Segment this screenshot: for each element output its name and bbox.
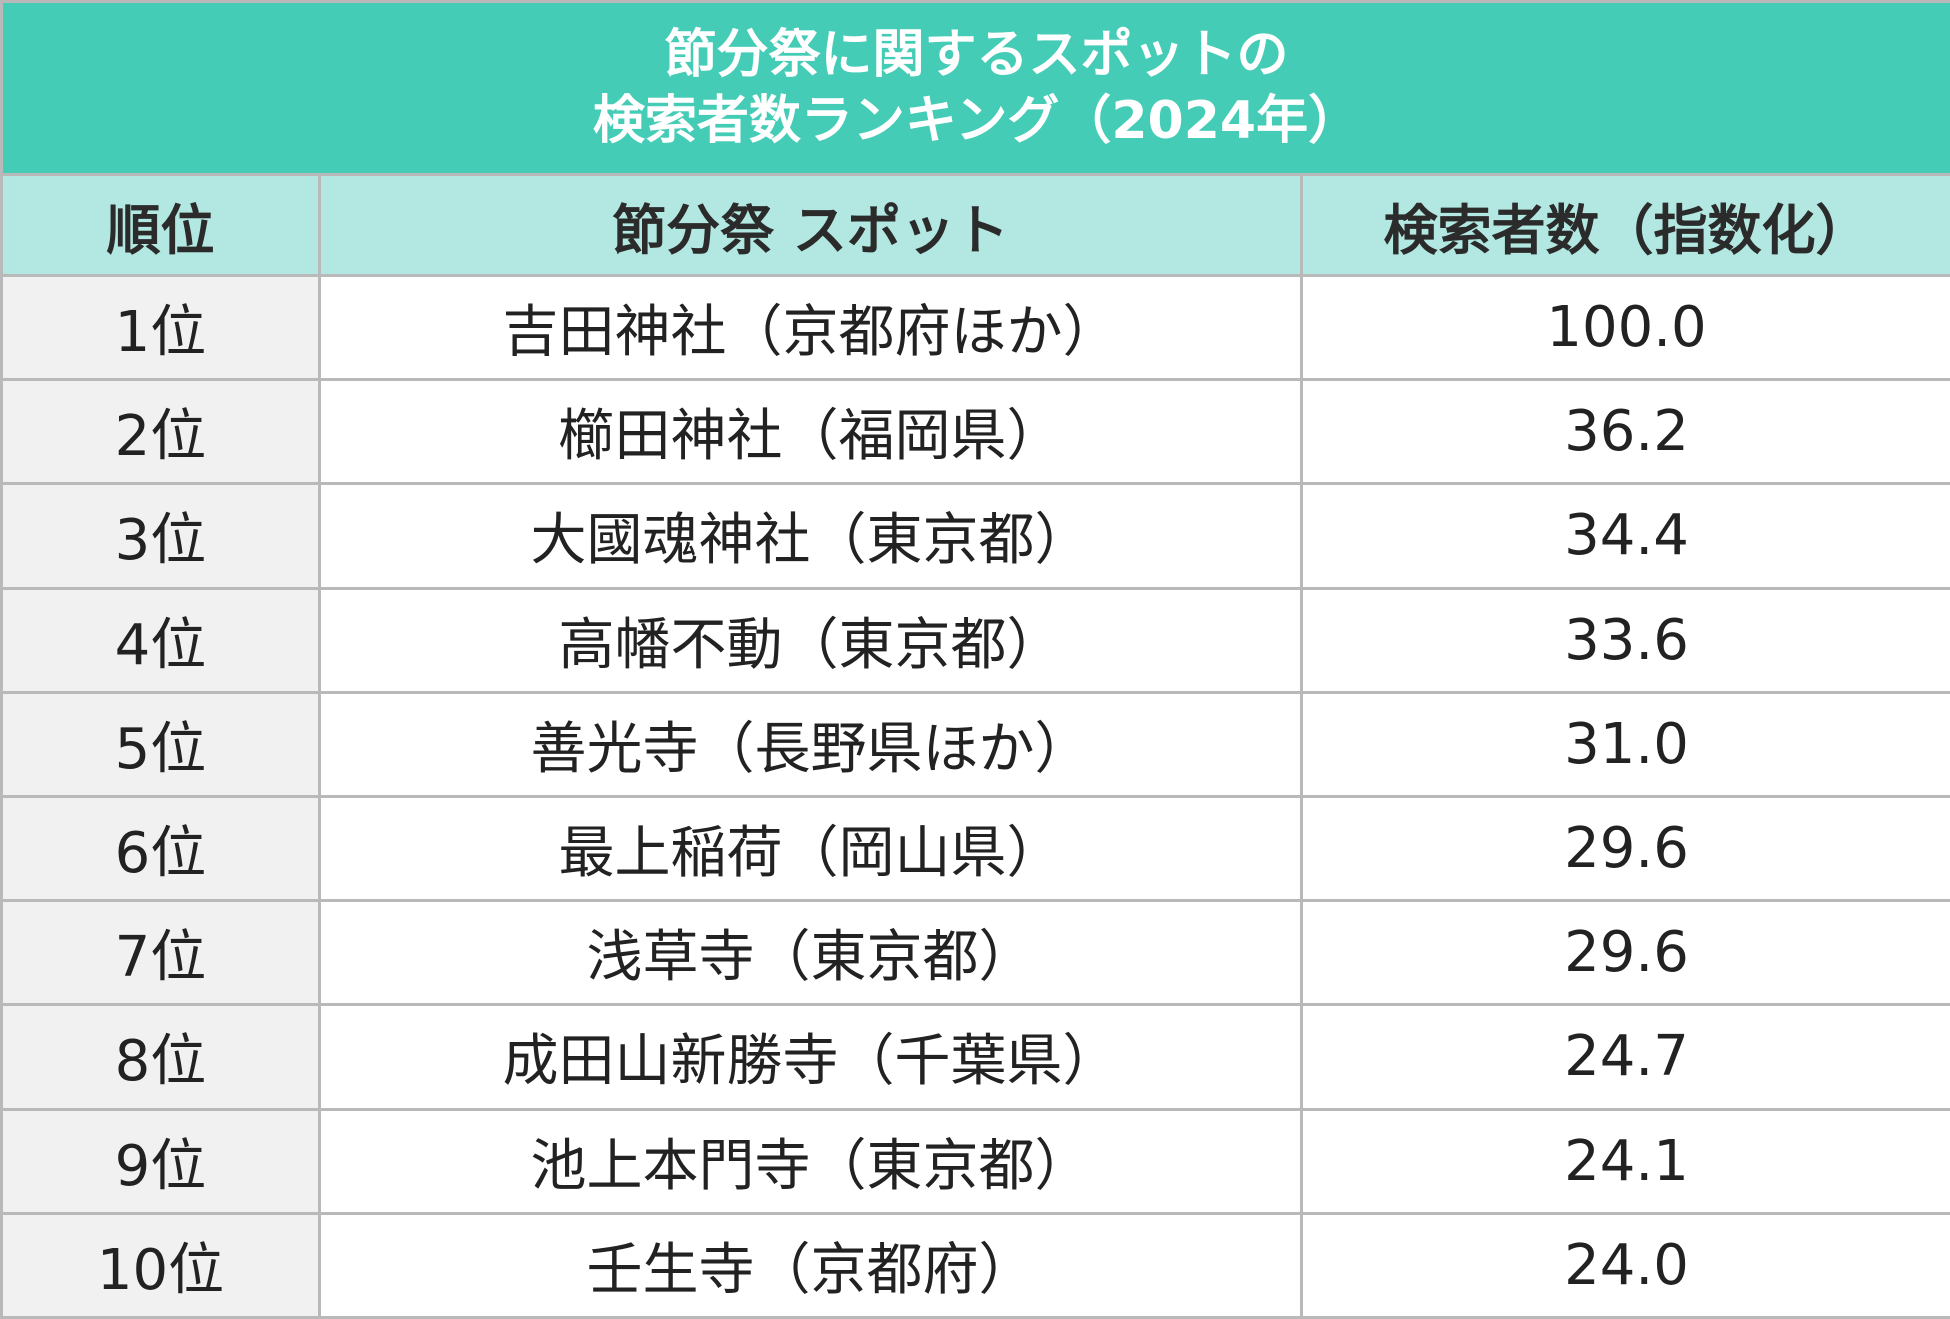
table-row: 1位 吉田神社（京都府ほか） 100.0 [0,273,1950,382]
rank-cell: 6位 [0,794,321,903]
title-line-2: 検索者数ランキング（2024年） [592,91,1361,151]
table-row: 7位 浅草寺（東京都） 29.6 [0,899,1950,1007]
search-index-cell: 29.6 [1299,899,1950,1007]
search-index-cell: 33.6 [1299,586,1950,694]
table-row: 6位 最上稲荷（岡山県） 29.6 [0,794,1950,903]
rank-cell: 5位 [0,690,321,798]
search-index-cell: 24.7 [1299,1003,1950,1111]
spot-name-cell: 大國魂神社（東京都） [318,482,1303,590]
header-row: 順位 節分祭 スポット 検索者数（指数化） [0,173,1950,277]
spot-name-cell: 櫛田神社（福岡県） [318,378,1303,486]
search-index-cell: 31.0 [1299,690,1950,798]
spot-name-cell: 善光寺（長野県ほか） [318,690,1303,798]
header-spot: 節分祭 スポット [318,173,1303,277]
header-rank: 順位 [0,173,321,277]
header-search-index: 検索者数（指数化） [1299,173,1950,277]
table-row: 4位 高幡不動（東京都） 33.6 [0,586,1950,694]
spot-name-cell: 浅草寺（東京都） [318,899,1303,1007]
table-body: 1位 吉田神社（京都府ほか） 100.0 2位 櫛田神社（福岡県） 36.2 3位 大國魂神社… [0,273,1950,1319]
search-index-cell: 24.1 [1299,1107,1950,1215]
rank-cell: 2位 [0,378,321,486]
table-title: 節分祭に関するスポットの 検索者数ランキング（2024年） [0,0,1950,176]
search-index-cell: 34.4 [1299,482,1950,590]
table-row: 8位 成田山新勝寺（千葉県） 24.7 [0,1003,1950,1111]
spot-name-cell: 成田山新勝寺（千葉県） [318,1003,1303,1111]
table-row: 10位 壬生寺（京都府） 24.0 [0,1211,1950,1319]
rank-cell: 1位 [0,273,321,382]
rank-cell: 8位 [0,1003,321,1111]
rank-cell: 9位 [0,1107,321,1215]
search-index-cell: 29.6 [1299,794,1950,903]
title-row: 節分祭に関するスポットの 検索者数ランキング（2024年） [0,0,1950,176]
spot-name-cell: 池上本門寺（東京都） [318,1107,1303,1215]
search-index-cell: 100.0 [1299,273,1950,382]
rank-cell: 7位 [0,899,321,1007]
table-row: 9位 池上本門寺（東京都） 24.1 [0,1107,1950,1215]
rank-cell: 3位 [0,482,321,590]
spot-name-cell: 吉田神社（京都府ほか） [318,273,1303,382]
rank-cell: 4位 [0,586,321,694]
table-row: 2位 櫛田神社（福岡県） 36.2 [0,378,1950,486]
table-row: 5位 善光寺（長野県ほか） 31.0 [0,690,1950,798]
title-line-1: 節分祭に関するスポットの [664,25,1289,85]
spot-name-cell: 最上稲荷（岡山県） [318,794,1303,903]
spot-name-cell: 高幡不動（東京都） [318,586,1303,694]
search-index-cell: 24.0 [1299,1211,1950,1319]
rank-cell: 10位 [0,1211,321,1319]
spot-name-cell: 壬生寺（京都府） [318,1211,1303,1319]
search-index-cell: 36.2 [1299,378,1950,486]
table-row: 3位 大國魂神社（東京都） 34.4 [0,482,1950,590]
